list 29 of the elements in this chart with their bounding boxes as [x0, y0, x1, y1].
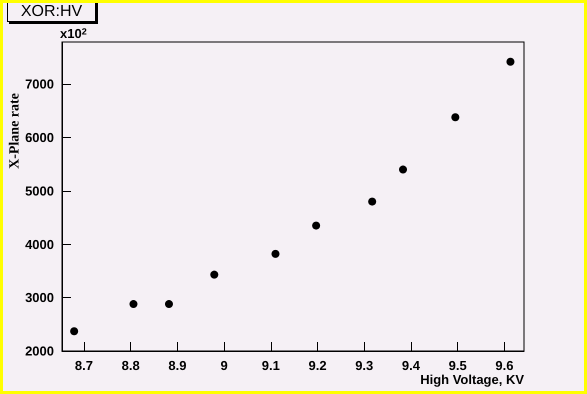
point — [368, 198, 376, 206]
point — [271, 250, 280, 258]
point — [210, 270, 218, 279]
x-axis-title: High Voltage, KV — [420, 372, 524, 387]
x-tick-label: 8.9 — [168, 358, 186, 373]
chart-title: XOR:HV — [20, 3, 82, 20]
y-tick-label: 7000 — [25, 76, 54, 92]
point — [164, 300, 173, 308]
x-tick-label: 9.1 — [262, 358, 280, 373]
y-tick-label: 4000 — [25, 236, 54, 252]
point — [451, 113, 460, 122]
x-tick-label: 9.5 — [448, 358, 467, 373]
x-tick-label: 9.3 — [355, 358, 374, 373]
point — [129, 300, 138, 308]
y-tick-label: 3000 — [25, 290, 54, 306]
point — [399, 166, 408, 174]
x-tick-label: 9.6 — [495, 358, 514, 373]
y-tick-label: 6000 — [25, 130, 54, 146]
point — [312, 222, 320, 230]
y-tick-label: 5000 — [25, 183, 54, 198]
y-axis-title: X-Plane rate — [8, 93, 22, 169]
point — [70, 327, 78, 336]
x-tick-label: 9 — [220, 358, 228, 373]
point — [506, 58, 514, 66]
x-tick-label: 8.7 — [74, 358, 93, 373]
x-tick-label: 9.4 — [402, 358, 421, 373]
y-tick-label: 2000 — [25, 344, 54, 358]
x-tick-label: 8.8 — [122, 358, 140, 373]
x-tick-label: 9.2 — [308, 358, 327, 373]
